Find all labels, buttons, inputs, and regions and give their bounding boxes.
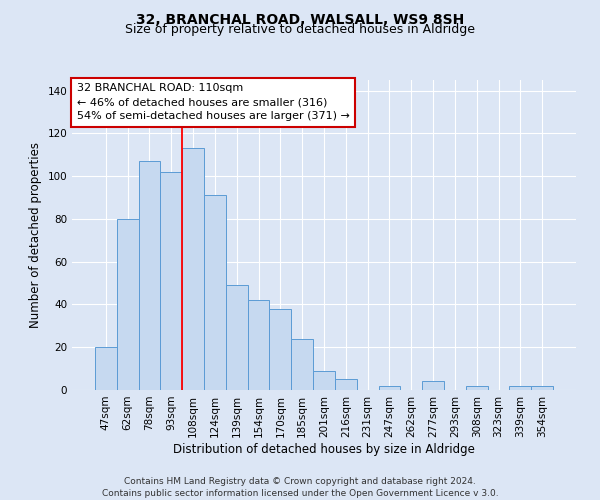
Text: Size of property relative to detached houses in Aldridge: Size of property relative to detached ho… bbox=[125, 22, 475, 36]
Bar bbox=[313, 371, 335, 390]
Bar bbox=[248, 300, 269, 390]
Bar bbox=[117, 219, 139, 390]
Bar bbox=[291, 338, 313, 390]
Bar bbox=[335, 380, 357, 390]
Bar bbox=[422, 382, 444, 390]
Text: Contains HM Land Registry data © Crown copyright and database right 2024.: Contains HM Land Registry data © Crown c… bbox=[124, 478, 476, 486]
Bar bbox=[509, 386, 531, 390]
Text: 32 BRANCHAL ROAD: 110sqm
← 46% of detached houses are smaller (316)
54% of semi-: 32 BRANCHAL ROAD: 110sqm ← 46% of detach… bbox=[77, 83, 350, 121]
Y-axis label: Number of detached properties: Number of detached properties bbox=[29, 142, 42, 328]
X-axis label: Distribution of detached houses by size in Aldridge: Distribution of detached houses by size … bbox=[173, 442, 475, 456]
Bar bbox=[466, 386, 488, 390]
Bar bbox=[269, 309, 291, 390]
Bar bbox=[379, 386, 400, 390]
Text: 32, BRANCHAL ROAD, WALSALL, WS9 8SH: 32, BRANCHAL ROAD, WALSALL, WS9 8SH bbox=[136, 12, 464, 26]
Bar bbox=[160, 172, 182, 390]
Bar bbox=[95, 347, 117, 390]
Bar bbox=[139, 161, 160, 390]
Bar bbox=[182, 148, 204, 390]
Text: Contains public sector information licensed under the Open Government Licence v : Contains public sector information licen… bbox=[101, 489, 499, 498]
Bar bbox=[531, 386, 553, 390]
Bar bbox=[226, 285, 248, 390]
Bar bbox=[204, 196, 226, 390]
